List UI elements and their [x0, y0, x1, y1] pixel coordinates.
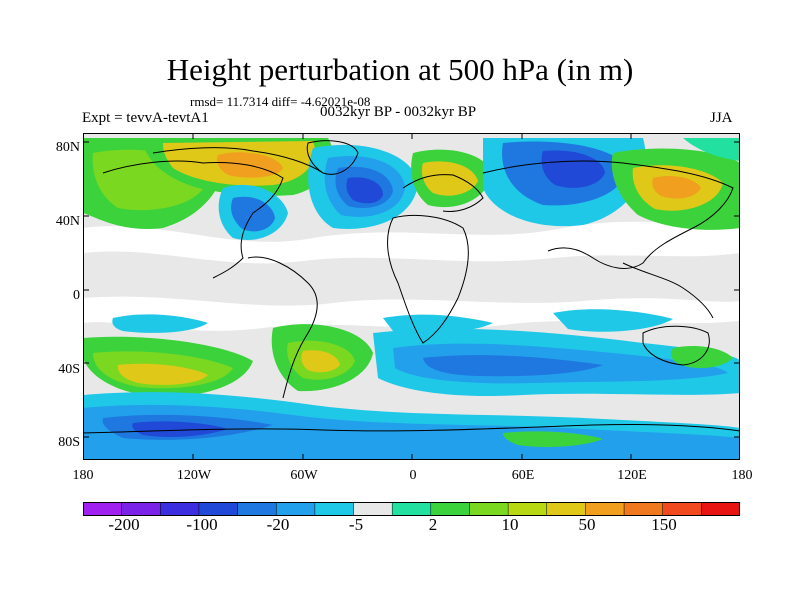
lon-label-60w: 60W: [290, 468, 318, 483]
region-arctic-aqua: [683, 138, 740, 161]
white-band-south: [83, 296, 740, 331]
white-band-north: [83, 221, 740, 264]
lon-label-180e: 180: [731, 468, 753, 483]
lat-label-40n: 40N: [55, 214, 80, 229]
colorbar-cell: [391, 502, 432, 516]
colorbar-cell: [160, 502, 200, 516]
colorbar-cell: [83, 502, 123, 516]
colorbar-label-minus100: -100: [186, 515, 218, 534]
colorbar-label-150: 150: [651, 515, 677, 534]
period-label: 0032kyr BP - 0032kyr BP: [320, 104, 477, 120]
plot-title: Height perturbation at 500 hPa (in m): [166, 52, 634, 87]
lon-label-120e: 120E: [617, 468, 647, 483]
colorbar-label-2: 2: [428, 515, 438, 534]
lon-label-0: 0: [409, 468, 417, 483]
colorbar-label-minus20: -20: [266, 515, 290, 534]
colorbar-cell: [237, 502, 277, 516]
lat-label-40s: 40S: [58, 362, 80, 377]
colorbar-cell: [121, 502, 162, 516]
colorbar-cell: [507, 502, 548, 516]
lon-label-180w: 180: [72, 468, 94, 483]
coastline-europe: [402, 174, 484, 212]
contour-map: [83, 133, 740, 460]
region-south-atlantic-blue: [423, 355, 603, 377]
colorbar-cell: [623, 502, 664, 516]
region-siberia-darkblue: [541, 150, 605, 188]
coastlines: [83, 140, 740, 434]
region-south-america-gold: [301, 350, 340, 373]
lat-label-0: 0: [73, 288, 80, 303]
region-indian-ocean-cyan: [553, 309, 673, 332]
colorbar-cell: [585, 502, 625, 516]
colorbar-label-10: 10: [501, 515, 519, 534]
colorbar-cell: [662, 502, 703, 516]
coastline-asia: [482, 160, 734, 269]
colorbar: [83, 502, 740, 516]
stats-text: rmsd= 11.7314 diff= -4.62021e-08: [190, 94, 371, 109]
colorbar-cell: [430, 502, 471, 516]
experiment-label: Expt = tevvA-tevtA1: [82, 110, 209, 126]
tick-marks: [83, 133, 740, 460]
region-europe-gold: [421, 161, 478, 196]
coastline-africa: [387, 214, 469, 344]
lon-label-120w: 120W: [176, 468, 212, 483]
region-antarctic-green: [503, 431, 603, 447]
region-antarctic-lightblue: [83, 404, 740, 460]
colorbar-cell: [198, 502, 239, 516]
season-label: JJA: [710, 110, 733, 126]
lon-label-60e: 60E: [511, 468, 535, 483]
coastline-north-america: [102, 160, 284, 279]
colorbar-cell: [275, 502, 316, 516]
coastline-south-america: [247, 256, 318, 399]
coastline-southeast-asia: [622, 262, 714, 319]
coastline-greenland: [306, 140, 359, 175]
colorbar-cell: [701, 502, 740, 516]
coastline-antarctica: [83, 423, 740, 434]
lat-label-80n: 80N: [55, 140, 80, 155]
colorbar-cell: [546, 502, 587, 516]
coastline-australia: [642, 325, 710, 366]
region-tropical-pacific-cyan: [112, 314, 208, 333]
coastline-north-america-arctic: [152, 147, 324, 174]
colorbar-label-50: 50: [578, 515, 596, 534]
region-south-pacific-gold: [117, 363, 208, 385]
colorbar-label-minus200: -200: [108, 515, 140, 534]
region-antarctic-darkblue: [132, 421, 228, 437]
colorbar-cell: [314, 502, 355, 516]
region-east-atlantic-darkblue: [346, 177, 383, 204]
region-tropical-atlantic-cyan: [383, 314, 493, 334]
colorbar-cell: [353, 502, 393, 516]
colorbar-cell: [469, 502, 509, 516]
colorbar-label-minus5: -5: [348, 515, 364, 534]
region-east-asia-orange: [652, 176, 701, 199]
lat-label-80s: 80S: [58, 435, 80, 450]
